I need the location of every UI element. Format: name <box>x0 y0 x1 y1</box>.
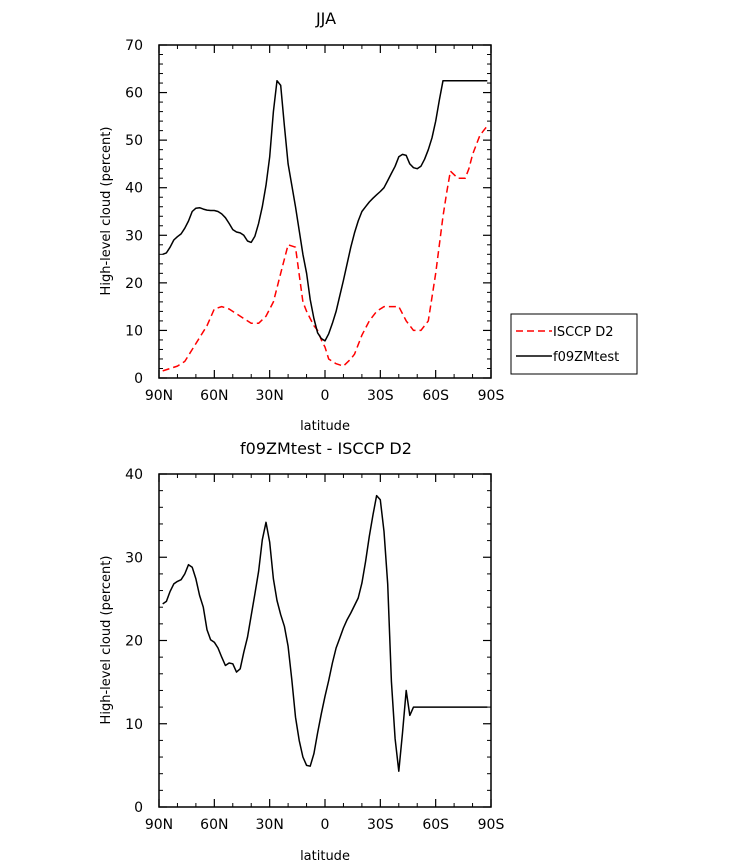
top-panel: JJA 90N 60N 30N 0 30S 60S 90S 0 10 20 30 40 50 60 70 l… <box>99 9 638 434</box>
top-x-tick-label: 30S <box>367 388 394 404</box>
top-y-tick-label: 20 <box>125 276 143 292</box>
bottom-chart-title: f09ZMtest - ISCCP D2 <box>240 439 412 458</box>
bottom-x-tick-label: 90S <box>478 817 505 833</box>
top-x-tick-label: 60S <box>422 388 449 404</box>
bottom-y-tick-label: 10 <box>125 717 143 733</box>
legend: ISCCP D2 f09ZMtest <box>510 313 638 375</box>
bottom-x-tick-label: 90N <box>145 817 173 833</box>
bottom-series-group <box>162 494 488 772</box>
top-chart-title: JJA <box>315 9 336 28</box>
bottom-x-axis-label: latitude <box>300 849 350 864</box>
top-x-tick-label: 60N <box>200 388 228 404</box>
top-series-line-isccp-d2 <box>162 125 488 372</box>
bottom-plot-frame <box>158 473 492 808</box>
bottom-x-tick-label: 60S <box>422 817 449 833</box>
bottom-x-tick-label: 60N <box>200 817 228 833</box>
top-y-tick-label: 30 <box>125 228 143 244</box>
bottom-x-tick-label: 0 <box>321 817 330 833</box>
bottom-y-tick-label: 40 <box>125 467 143 483</box>
top-x-axis-label: latitude <box>300 419 350 434</box>
bottom-y-tick-label: 30 <box>125 550 143 566</box>
bottom-y-tick-label: 20 <box>125 634 143 650</box>
bottom-series-line-difference <box>162 494 488 772</box>
legend-label-f09zmtest: f09ZMtest <box>553 350 619 365</box>
top-axis-ticks: 90N 60N 30N 0 30S 60S 90S 0 10 20 30 40 50 60 70 <box>125 38 504 404</box>
top-x-tick-label: 90N <box>145 388 173 404</box>
top-series-group <box>162 79 488 372</box>
bottom-y-axis-label: High-level cloud (percent) <box>99 556 114 725</box>
bottom-y-tick-label: 0 <box>134 800 143 816</box>
bottom-axis-ticks: 90N 60N 30N 0 30S 60S 90S 0 10 20 30 40 <box>125 467 504 833</box>
top-y-tick-label: 40 <box>125 181 143 197</box>
top-x-tick-label: 0 <box>321 388 330 404</box>
top-y-tick-label: 10 <box>125 323 143 339</box>
bottom-x-tick-label: 30N <box>256 817 284 833</box>
top-series-line-f09zmtest <box>162 79 488 342</box>
top-x-tick-label: 90S <box>478 388 505 404</box>
legend-label-isccp: ISCCP D2 <box>553 325 614 340</box>
top-plot-frame <box>158 44 492 379</box>
bottom-panel: f09ZMtest - ISCCP D2 90N 60N 30N 0 30S 60S 90S… <box>99 439 504 864</box>
bottom-x-tick-label: 30S <box>367 817 394 833</box>
top-y-tick-label: 0 <box>134 371 143 387</box>
top-y-tick-label: 70 <box>125 38 143 54</box>
top-y-tick-label: 60 <box>125 86 143 102</box>
top-x-tick-label: 30N <box>256 388 284 404</box>
legend-box <box>510 313 638 375</box>
top-y-tick-label: 50 <box>125 133 143 149</box>
top-y-axis-label: High-level cloud (percent) <box>99 127 114 296</box>
